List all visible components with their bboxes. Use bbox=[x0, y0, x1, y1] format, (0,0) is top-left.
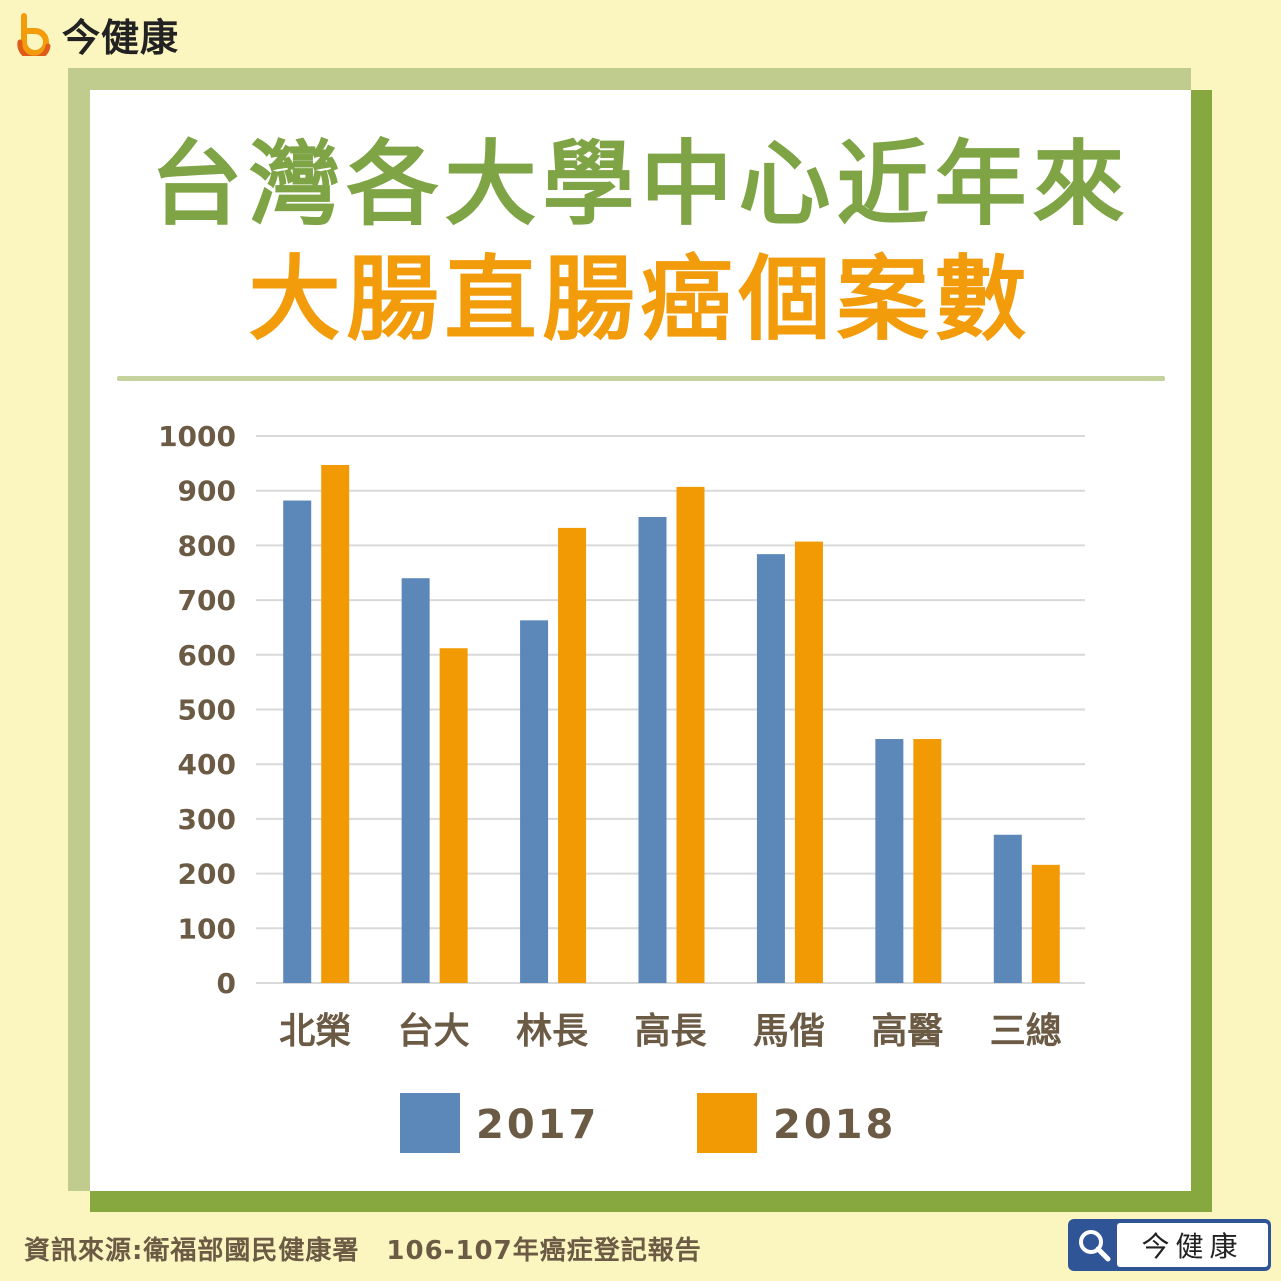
x-category-label: 林長 bbox=[516, 1011, 589, 1052]
bar-2017 bbox=[993, 834, 1022, 983]
bar-2018 bbox=[558, 527, 587, 983]
search-box[interactable]: 今健康 bbox=[1068, 1219, 1271, 1271]
bar-2018 bbox=[439, 648, 468, 983]
y-tick-label: 800 bbox=[178, 529, 236, 562]
y-tick-label: 100 bbox=[178, 912, 236, 945]
x-category-label: 北榮 bbox=[279, 1011, 351, 1052]
y-tick-label: 300 bbox=[178, 803, 236, 836]
title-line-2: 大腸直腸癌個案數 bbox=[248, 246, 1033, 353]
search-field[interactable]: 今健康 bbox=[1117, 1223, 1268, 1267]
bar-2017 bbox=[638, 516, 667, 983]
legend-swatch-2018 bbox=[697, 1093, 757, 1153]
y-tick-label: 500 bbox=[178, 694, 236, 727]
title-divider bbox=[117, 376, 1165, 381]
y-tick-label: 900 bbox=[178, 475, 236, 508]
bar-2017 bbox=[401, 578, 430, 983]
bar-2017 bbox=[283, 500, 312, 983]
brand-logo: 今健康 bbox=[14, 8, 179, 60]
x-category-label: 台大 bbox=[398, 1011, 470, 1052]
x-category-label: 高長 bbox=[634, 1011, 707, 1052]
bar-2018 bbox=[676, 486, 705, 983]
bar-2017 bbox=[756, 554, 785, 983]
y-tick-label: 700 bbox=[178, 584, 236, 617]
bar-2018 bbox=[913, 739, 942, 983]
y-tick-label: 200 bbox=[178, 858, 236, 891]
x-category-label: 三總 bbox=[990, 1011, 1062, 1052]
legend-swatch-2017 bbox=[400, 1093, 460, 1153]
y-tick-label: 400 bbox=[178, 748, 236, 781]
x-category-label: 馬偕 bbox=[753, 1011, 825, 1052]
title-line-1: 台灣各大學中心近年來 bbox=[150, 131, 1131, 238]
bar-2017 bbox=[875, 739, 904, 983]
logo-mark-icon bbox=[17, 13, 51, 56]
legend-label-2018: 2018 bbox=[773, 1102, 896, 1148]
bar-2017 bbox=[520, 620, 549, 983]
bar-2018 bbox=[794, 541, 823, 983]
x-category-label: 高醫 bbox=[871, 1011, 943, 1052]
y-tick-label: 1000 bbox=[158, 420, 236, 453]
bar-2018 bbox=[1031, 864, 1060, 983]
brand-name: 今健康 bbox=[62, 15, 180, 60]
y-tick-label: 0 bbox=[217, 967, 236, 1000]
legend-label-2017: 2017 bbox=[476, 1102, 599, 1148]
bar-2018 bbox=[321, 464, 350, 984]
source-note: 資訊來源:衛福部國民健康署 106-107年癌症登記報告 bbox=[24, 1236, 702, 1266]
search-icon[interactable] bbox=[1071, 1222, 1117, 1268]
y-tick-label: 600 bbox=[178, 639, 236, 672]
